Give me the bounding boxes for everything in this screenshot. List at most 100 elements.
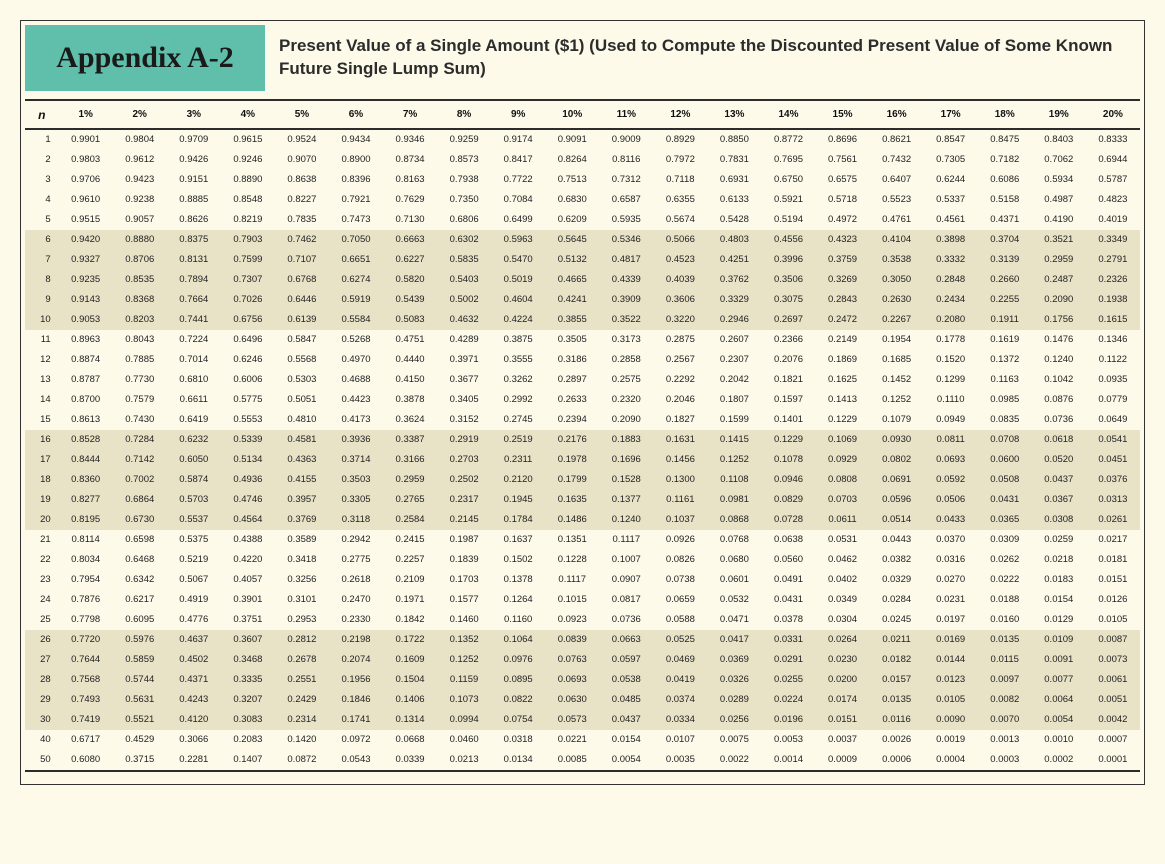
value-cell: 0.6133 (707, 190, 761, 210)
value-cell: 0.9420 (59, 230, 113, 250)
value-cell: 0.9426 (167, 150, 221, 170)
value-cell: 0.6050 (167, 450, 221, 470)
value-cell: 0.1073 (437, 690, 491, 710)
table-row: 200.81950.67300.55370.45640.37690.31180.… (25, 510, 1140, 530)
value-cell: 0.9615 (221, 129, 275, 150)
value-cell: 0.5158 (978, 190, 1032, 210)
value-cell: 0.6006 (221, 370, 275, 390)
value-cell: 0.3898 (924, 230, 978, 250)
table-row: 120.88740.78850.70140.62460.55680.49700.… (25, 350, 1140, 370)
value-cell: 0.6575 (816, 170, 870, 190)
n-cell: 8 (25, 270, 59, 290)
value-cell: 0.4823 (1086, 190, 1140, 210)
value-cell: 0.0451 (1086, 450, 1140, 470)
value-cell: 0.9803 (59, 150, 113, 170)
value-cell: 0.1110 (924, 390, 978, 410)
value-cell: 0.9515 (59, 210, 113, 230)
value-cell: 0.1703 (437, 570, 491, 590)
value-cell: 0.6830 (545, 190, 599, 210)
value-cell: 0.1372 (978, 350, 1032, 370)
n-cell: 4 (25, 190, 59, 210)
value-cell: 0.0105 (924, 690, 978, 710)
value-cell: 0.4581 (275, 430, 329, 450)
value-cell: 0.2076 (761, 350, 815, 370)
value-cell: 0.7462 (275, 230, 329, 250)
value-cell: 0.4190 (1032, 210, 1086, 230)
value-cell: 0.0491 (761, 570, 815, 590)
value-cell: 0.7062 (1032, 150, 1086, 170)
value-cell: 0.3405 (437, 390, 491, 410)
value-cell: 0.2317 (437, 490, 491, 510)
value-cell: 0.0431 (978, 490, 1032, 510)
value-cell: 0.1696 (599, 450, 653, 470)
value-cell: 0.8880 (113, 230, 167, 250)
value-cell: 0.1252 (437, 650, 491, 670)
value-cell: 0.0525 (653, 630, 707, 650)
value-cell: 0.7579 (113, 390, 167, 410)
value-cell: 0.1161 (653, 490, 707, 510)
value-cell: 0.0802 (870, 450, 924, 470)
value-cell: 0.0054 (1032, 710, 1086, 730)
value-cell: 0.1615 (1086, 310, 1140, 330)
value-cell: 0.4120 (167, 710, 221, 730)
value-cell: 0.0304 (816, 610, 870, 630)
value-cell: 0.1069 (816, 430, 870, 450)
value-cell: 0.2120 (491, 470, 545, 490)
value-cell: 0.5631 (113, 690, 167, 710)
value-cell: 0.0419 (653, 670, 707, 690)
value-cell: 0.4688 (329, 370, 383, 390)
table-row: 270.76440.58590.45020.34680.26780.20740.… (25, 650, 1140, 670)
value-cell: 0.2434 (924, 290, 978, 310)
value-cell: 0.6750 (761, 170, 815, 190)
value-cell: 0.0174 (816, 690, 870, 710)
n-cell: 12 (25, 350, 59, 370)
value-cell: 0.1625 (816, 370, 870, 390)
value-cell: 0.9612 (113, 150, 167, 170)
value-cell: 0.1299 (924, 370, 978, 390)
value-cell: 0.4371 (167, 670, 221, 690)
value-cell: 0.2959 (1032, 250, 1086, 270)
value-cell: 0.6355 (653, 190, 707, 210)
value-cell: 0.0541 (1086, 430, 1140, 450)
value-cell: 0.4019 (1086, 210, 1140, 230)
value-cell: 0.3506 (761, 270, 815, 290)
value-cell: 0.0471 (707, 610, 761, 630)
n-cell: 14 (25, 390, 59, 410)
value-cell: 0.1351 (545, 530, 599, 550)
value-cell: 0.8116 (599, 150, 653, 170)
value-cell: 0.5921 (761, 190, 815, 210)
value-cell: 0.3207 (221, 690, 275, 710)
table-row: 250.77980.60950.47760.37510.29530.23300.… (25, 610, 1140, 630)
value-cell: 0.2083 (221, 730, 275, 750)
value-cell: 0.6499 (491, 210, 545, 230)
table-row: 260.77200.59760.46370.36070.28120.21980.… (25, 630, 1140, 650)
value-cell: 0.6086 (978, 170, 1032, 190)
value-cell: 0.1597 (761, 390, 815, 410)
value-cell: 0.5066 (653, 230, 707, 250)
value-cell: 0.0460 (437, 730, 491, 750)
value-cell: 0.1377 (599, 490, 653, 510)
value-cell: 0.3305 (329, 490, 383, 510)
value-cell: 0.0082 (978, 690, 1032, 710)
value-cell: 0.4423 (329, 390, 383, 410)
value-cell: 0.2326 (1086, 270, 1140, 290)
value-cell: 0.9057 (113, 210, 167, 230)
table-row: 230.79540.63420.50670.40570.32560.26180.… (25, 570, 1140, 590)
value-cell: 0.2812 (275, 630, 329, 650)
value-cell: 0.1637 (491, 530, 545, 550)
value-cell: 0.5935 (599, 210, 653, 230)
value-cell: 0.5537 (167, 510, 221, 530)
value-cell: 0.3173 (599, 330, 653, 350)
value-cell: 0.9235 (59, 270, 113, 290)
value-cell: 0.8403 (1032, 129, 1086, 150)
value-cell: 0.8114 (59, 530, 113, 550)
value-cell: 0.8573 (437, 150, 491, 170)
table-row: 280.75680.57440.43710.33350.25510.19560.… (25, 670, 1140, 690)
value-cell: 0.8528 (59, 430, 113, 450)
value-cell: 0.2897 (545, 370, 599, 390)
value-cell: 0.3759 (816, 250, 870, 270)
value-cell: 0.1300 (653, 470, 707, 490)
value-cell: 0.8043 (113, 330, 167, 350)
col-header: 19% (1032, 100, 1086, 129)
col-header: 17% (924, 100, 978, 129)
